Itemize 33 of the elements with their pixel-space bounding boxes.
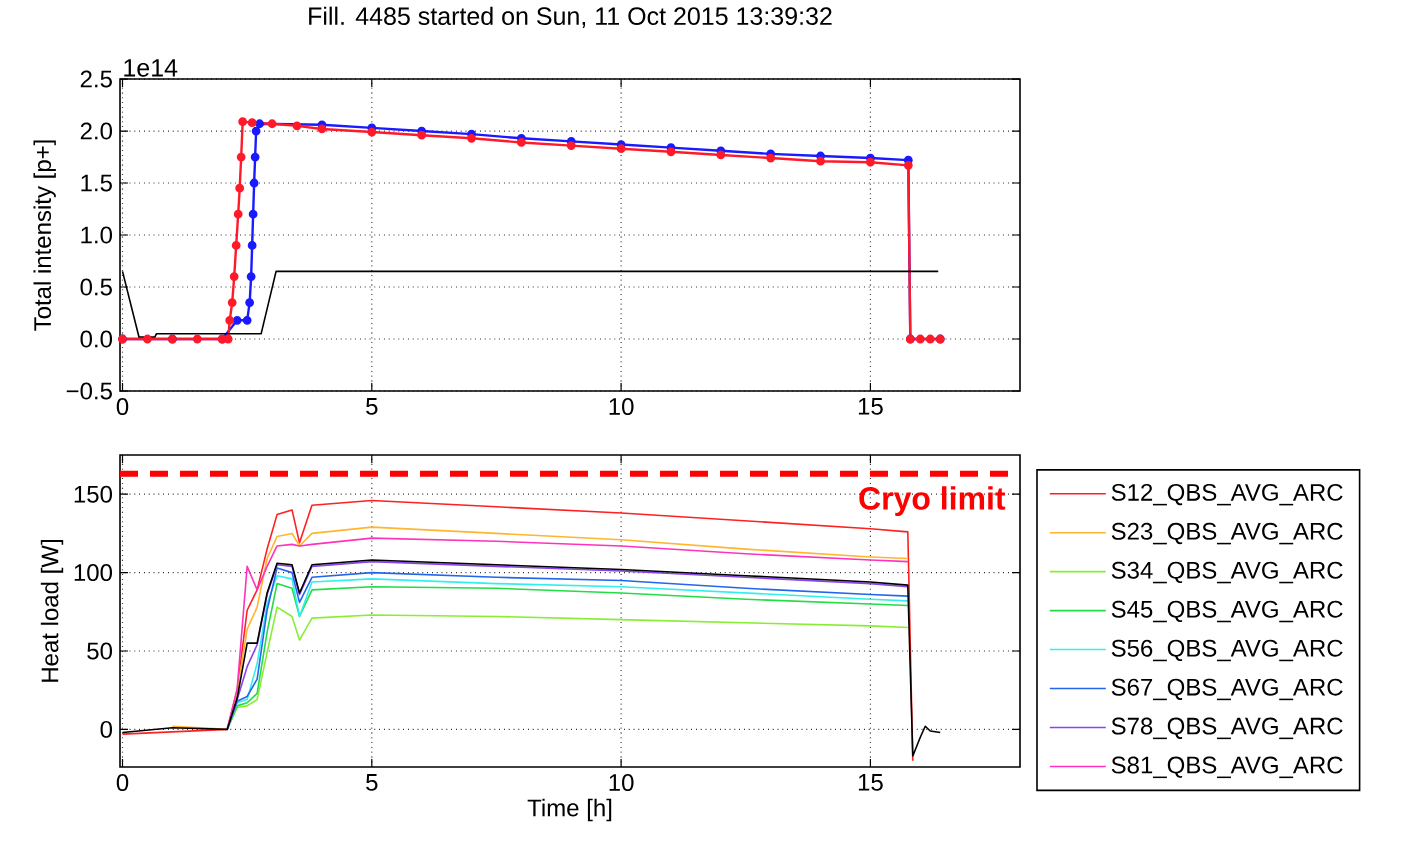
y-tick-label: 0.0: [80, 330, 113, 348]
legend-label: S45_QBS_AVG_ARC: [1111, 600, 1343, 623]
x-tick-label: 15: [858, 398, 883, 415]
y-axis-title: Heat load [W]: [40, 540, 64, 682]
ref-line-label: Cryo limit: [859, 486, 1006, 517]
y-tick-label: 100: [74, 564, 113, 582]
y-axis-title: Total intensity [p+]: [33, 140, 56, 331]
x-tick-label: 0: [116, 398, 129, 416]
y-tick-label: 0.5: [80, 278, 112, 296]
legend-label: S12_QBS_AVG_ARC: [1111, 483, 1343, 506]
legend-label: S78_QBS_AVG_ARC: [1111, 717, 1343, 740]
y-tick-label: 1.5: [81, 174, 112, 192]
legend-label: S81_QBS_AVG_ARC: [1111, 756, 1343, 779]
text: 1e14: [124, 59, 178, 77]
x-tick-label: 10: [609, 398, 634, 416]
x-tick-label: 10: [609, 774, 634, 792]
y-tick-label: 150: [74, 485, 113, 503]
y-tick-label: 2.0: [80, 122, 113, 140]
legend-label: S34_QBS_AVG_ARC: [1111, 561, 1343, 584]
y-tick-label: 1.0: [81, 226, 113, 244]
x-tick-label: 15: [858, 774, 883, 791]
y-tick-label: 2.5: [80, 70, 112, 88]
chart-title: Fill. 4485 started on Sun, 11 Oct 2015 13:39:32: [309, 6, 832, 28]
y-tick-label: 50: [87, 642, 113, 660]
x-tick-label: 0: [116, 774, 129, 792]
y-tick-label: −0.5: [66, 382, 112, 400]
x-axis-title: Time [h]: [527, 798, 612, 822]
x-tick-label: 5: [366, 774, 378, 791]
legend-label: S56_QBS_AVG_ARC: [1111, 639, 1343, 662]
legend-label: S67_QBS_AVG_ARC: [1111, 678, 1343, 701]
x-tick-label: 5: [366, 398, 378, 415]
legend-label: S23_QBS_AVG_ARC: [1111, 522, 1343, 545]
y-tick-label: 0: [100, 720, 113, 738]
